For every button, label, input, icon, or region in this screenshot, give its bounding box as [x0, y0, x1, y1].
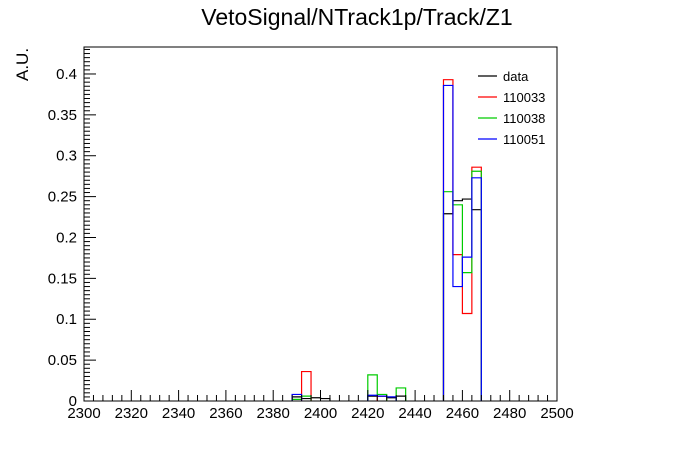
- x-tick-label: 2420: [351, 405, 384, 422]
- chart-title: VetoSignal/NTrack1p/Track/Z1: [201, 4, 512, 30]
- y-tick-label: 0.05: [48, 352, 77, 369]
- x-tick-label: 2300: [67, 405, 100, 422]
- legend-label-110038: 110038: [503, 111, 545, 126]
- y-tick-label: 0.3: [56, 148, 77, 165]
- y-tick-label: 0.35: [48, 107, 77, 124]
- x-tick-label: 2480: [493, 405, 526, 422]
- x-tick-label: 2340: [162, 405, 195, 422]
- legend-label-data: data: [503, 69, 529, 84]
- legend-label-110033: 110033: [503, 90, 545, 105]
- x-tick-label: 2500: [540, 405, 573, 422]
- histogram-series: [291, 79, 482, 401]
- x-tick-label: 2360: [209, 405, 242, 422]
- x-tick-label: 2400: [304, 405, 337, 422]
- plot-frame: [83, 46, 558, 402]
- y-axis-title: A.U.: [13, 48, 32, 81]
- legend-label-110051: 110051: [503, 132, 545, 147]
- axes: 2300 2320 2340 2360 2380 2400 2420 2440 2460 2480…: [48, 48, 574, 422]
- y-tick-label: 0: [69, 393, 77, 410]
- y-tick-label: 0.4: [56, 66, 77, 83]
- x-tick-label: 2320: [115, 405, 148, 422]
- x-tick-label: 2440: [398, 405, 431, 422]
- y-tick-label: 0.2: [56, 229, 77, 246]
- y-tick-label: 0.25: [48, 189, 77, 206]
- legend: data 110033 110038 110051: [478, 69, 545, 147]
- y-tick-label: 0.15: [48, 270, 77, 287]
- series-110051-histogram: [291, 84, 482, 401]
- series-110033-histogram: [300, 79, 482, 401]
- y-tick-label: 0.1: [56, 311, 77, 328]
- x-tick-label: 2460: [446, 405, 479, 422]
- x-tick-label: 2380: [257, 405, 290, 422]
